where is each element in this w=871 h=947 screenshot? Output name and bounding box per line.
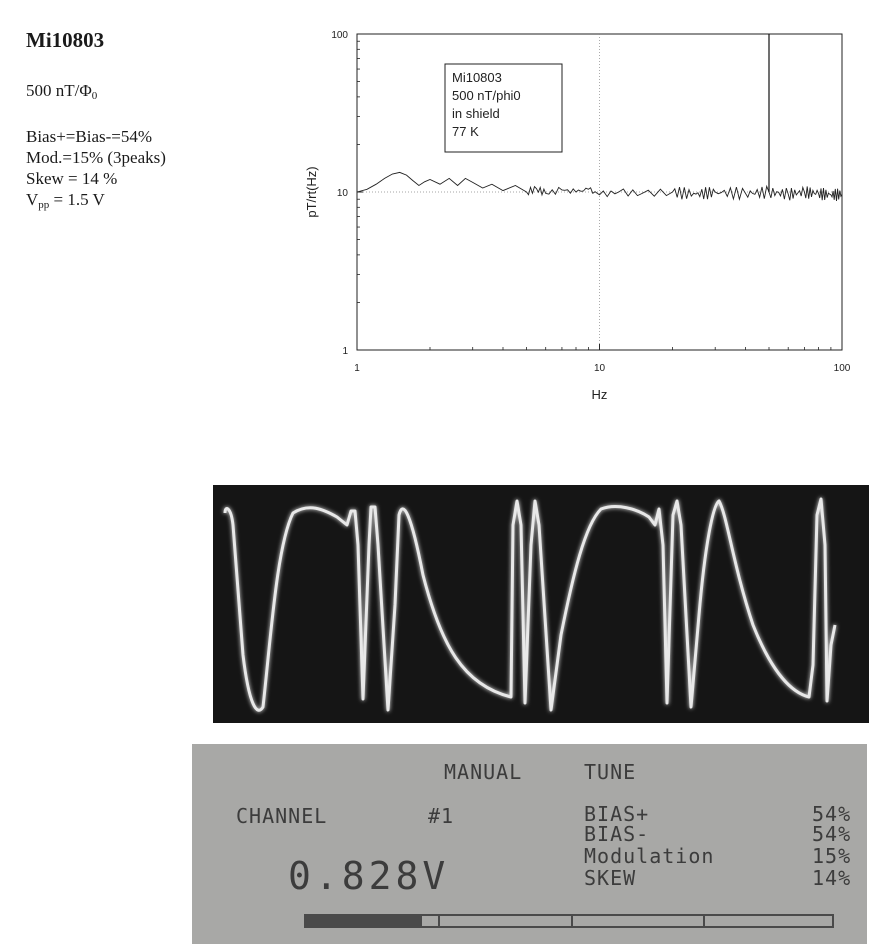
axis-ticks: [356, 33, 843, 351]
lcd-param-name-modulation: Modulation: [584, 844, 715, 868]
flux-scale-subscript: 0: [91, 90, 98, 102]
y-tick-1: 1: [342, 346, 348, 357]
x-tick-100: 100: [834, 363, 851, 374]
lcd-param-value-skew: 14%: [812, 866, 852, 890]
legend-box: [444, 63, 563, 153]
x-axis-label: Hz: [592, 387, 608, 402]
vpp-setting: Vpp = 1.5 V: [26, 189, 286, 216]
lcd-param-value-modulation: 15%: [812, 844, 852, 868]
lcd-bar-divider: [703, 916, 705, 926]
skew-setting: Skew = 14 %: [26, 169, 118, 188]
lcd-bar-divider: [571, 916, 573, 926]
lcd-channel-label: CHANNEL: [236, 804, 328, 828]
oscilloscope-trace: [223, 497, 837, 712]
lcd-bar-divider: [438, 916, 440, 926]
vpp-value: = 1.5 V: [49, 190, 105, 209]
oscilloscope-photo: [213, 485, 869, 723]
lcd-mode-label: MANUAL: [444, 760, 523, 784]
lcd-param-value-bias-plus: 54%: [812, 802, 852, 826]
lcd-param-name-bias-plus: BIAS+: [584, 802, 650, 826]
x-tick-10: 10: [594, 363, 606, 374]
lcd-voltage-readout: 0.828V: [288, 854, 450, 898]
lcd-param-name-bias-minus: BIAS-: [584, 822, 650, 846]
lcd-param-name-skew: SKEW: [584, 866, 637, 890]
x-tick-1: 1: [354, 363, 360, 374]
lcd-channel-number: #1: [428, 804, 455, 828]
y-tick-100: 100: [331, 30, 348, 41]
lcd-tune-label: TUNE: [584, 760, 637, 784]
sensor-parameters: Mi10803 500 nT/Φ0 Bias+=Bias-=54% Mod.=1…: [26, 28, 286, 216]
vpp-symbol: V: [26, 190, 39, 209]
lcd-progress-bar: [304, 914, 834, 928]
noise-spectrum-chart: 100 10 1 1 10 100 Hz pT/rt(Hz) Mi10803 5…: [304, 30, 851, 402]
lcd-progress-fill: [306, 916, 422, 926]
flux-scale-text: 500 nT/Φ: [26, 81, 92, 100]
sensor-title: Mi10803: [26, 28, 105, 52]
flux-scale: 500 nT/Φ0: [26, 81, 286, 102]
vpp-subscript: pp: [38, 199, 50, 211]
y-tick-10: 10: [337, 188, 349, 199]
legend-line-1: Mi10803: [452, 70, 502, 85]
lcd-param-value-bias-minus: 54%: [812, 822, 852, 846]
legend-line-2: 500 nT/phi0: [452, 88, 521, 103]
lcd-display: MANUAL TUNE CHANNEL #1 0.828V BIAS+ 54% …: [192, 744, 867, 944]
modulation-setting: Mod.=15% (3peaks): [26, 148, 166, 167]
noise-spectrum-line: [356, 171, 843, 201]
legend-line-4: 77 K: [452, 124, 479, 139]
bias-setting: Bias+=Bias-=54%: [26, 127, 153, 146]
y-axis-label: pT/rt(Hz): [304, 166, 319, 217]
legend-line-3: in shield: [452, 106, 500, 121]
waveform-trace: [223, 497, 837, 712]
